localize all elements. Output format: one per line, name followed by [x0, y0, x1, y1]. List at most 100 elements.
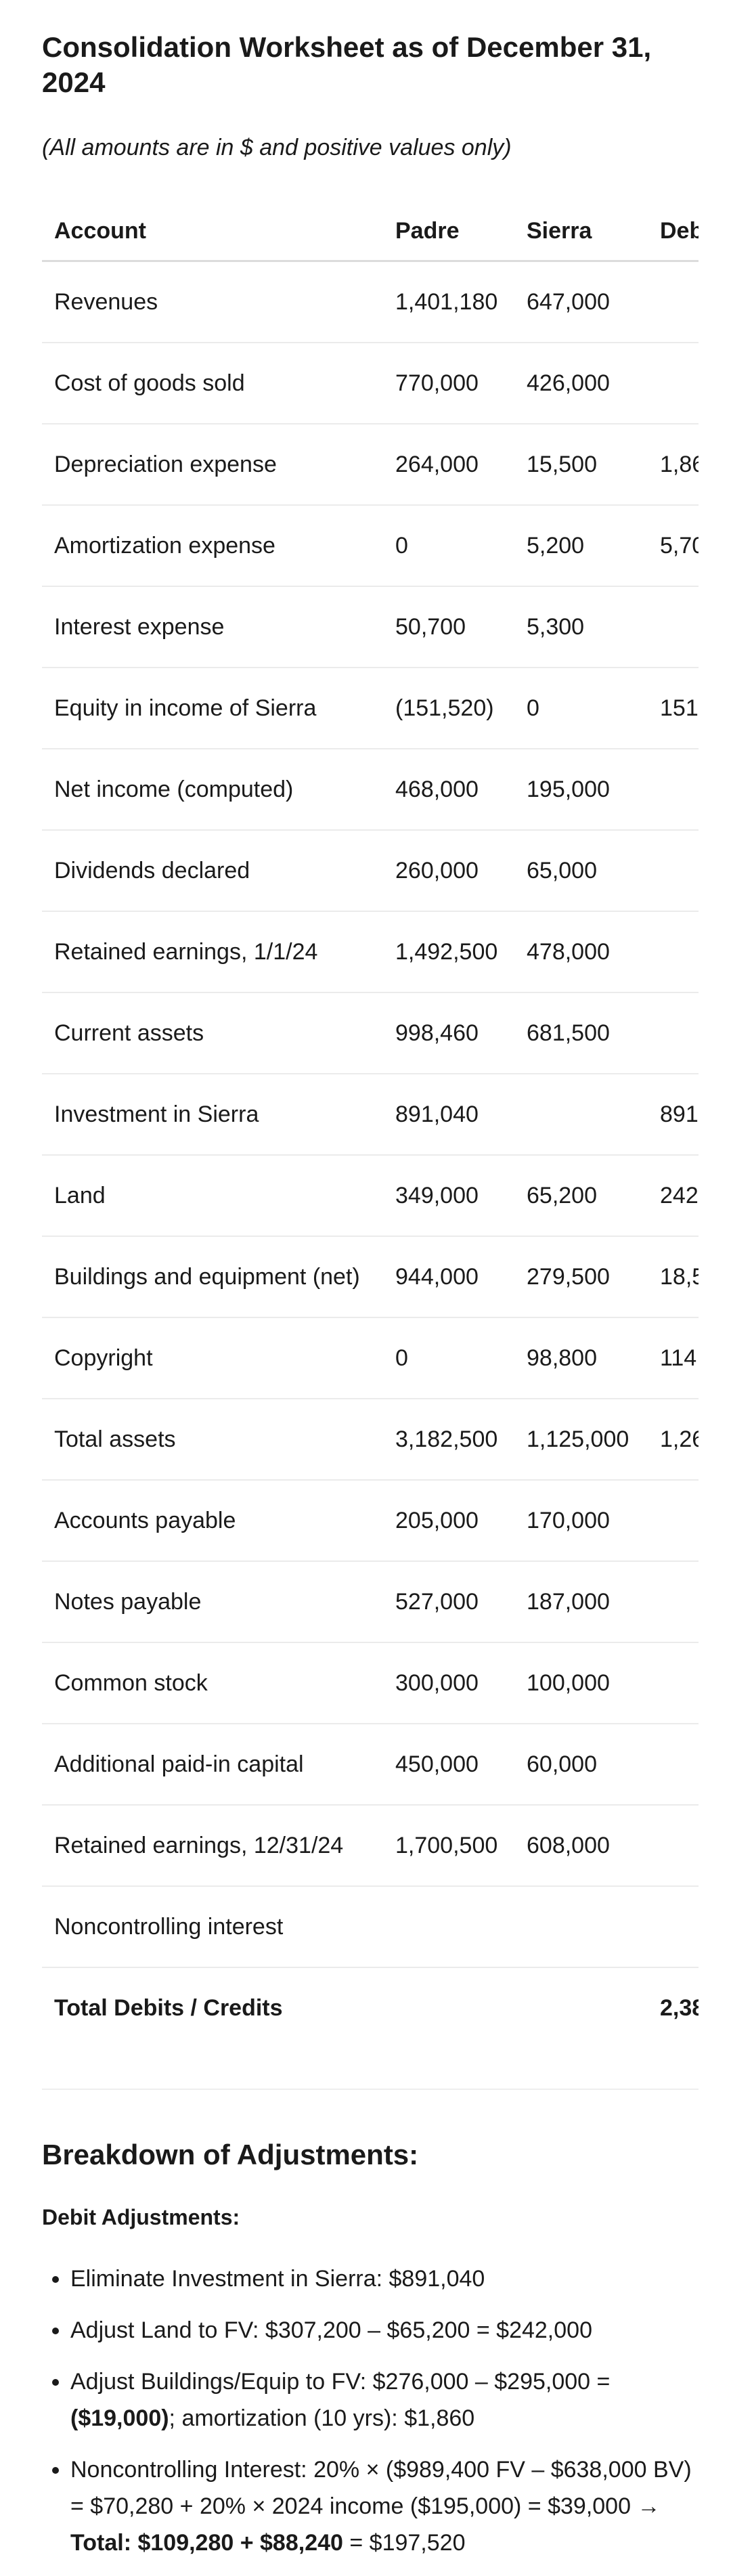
- value-cell: 1,492,500: [383, 911, 514, 993]
- value-cell: 242: [648, 1155, 699, 1237]
- account-cell: Common stock: [42, 1642, 383, 1724]
- divider: [42, 2089, 699, 2090]
- value-cell: 15,500: [514, 424, 648, 506]
- value-cell: 65,000: [514, 830, 648, 912]
- value-cell: 195,000: [514, 749, 648, 831]
- header-row: Account Padre Sierra Deb: [42, 202, 699, 262]
- table-row: Land 349,000 65,200 242: [42, 1155, 699, 1237]
- account-cell: Additional paid-in capital: [42, 1724, 383, 1806]
- bullet-text: = $197,520: [342, 2530, 466, 2556]
- value-cell: [648, 343, 699, 424]
- value-cell: [648, 830, 699, 912]
- value-cell: [514, 1886, 648, 1968]
- bullet-list: Eliminate Investment in Sierra: $891,040…: [42, 2261, 699, 2561]
- value-cell: 5,70: [648, 505, 699, 587]
- table-row: Cost of goods sold 770,000 426,000: [42, 343, 699, 424]
- value-cell: 151: [648, 668, 699, 749]
- table-row: Equity in income of Sierra (151,520) 0 151: [42, 668, 699, 749]
- table-row: Dividends declared 260,000 65,000: [42, 830, 699, 912]
- value-cell: 349,000: [383, 1155, 514, 1237]
- value-cell: [648, 261, 699, 343]
- value-cell: [648, 1561, 699, 1643]
- table-row: Retained earnings, 12/31/24 1,700,500 608,…: [42, 1805, 699, 1887]
- bullet-item: Eliminate Investment in Sierra: $891,040: [70, 2261, 699, 2297]
- account-cell: Retained earnings, 12/31/24: [42, 1805, 383, 1887]
- value-cell: 60,000: [514, 1724, 648, 1806]
- table-row: Total Debits / Credits 2,38: [42, 1967, 699, 2048]
- value-cell: 187,000: [514, 1561, 648, 1643]
- account-cell: Amortization expense: [42, 505, 383, 587]
- content: Consolidation Worksheet as of December 3…: [42, 0, 699, 2576]
- value-cell: [648, 586, 699, 668]
- value-cell: [514, 1967, 648, 2048]
- worksheet-table: Account Padre Sierra Deb Revenues 1,401,180 6…: [42, 202, 699, 2048]
- value-cell: 50,700: [383, 586, 514, 668]
- value-cell: [648, 1724, 699, 1806]
- value-cell: 114: [648, 1317, 699, 1399]
- page: Consolidation Worksheet as of December 3…: [0, 0, 731, 2169]
- value-cell: [648, 1642, 699, 1724]
- column-header: Padre: [383, 202, 514, 262]
- value-cell: 608,000: [514, 1805, 648, 1887]
- value-cell: 100,000: [514, 1642, 648, 1724]
- value-cell: 468,000: [383, 749, 514, 831]
- value-cell: 770,000: [383, 343, 514, 424]
- value-cell: 170,000: [514, 1480, 648, 1562]
- value-cell: 5,300: [514, 586, 648, 668]
- value-cell: 279,500: [514, 1236, 648, 1318]
- bullet-text: ; amortization (10 yrs): $1,860: [169, 2405, 475, 2431]
- subtitle: (All amounts are in $ and positive value…: [42, 135, 512, 160]
- table-row: Total assets 3,182,500 1,125,000 1,26: [42, 1399, 699, 1481]
- value-cell: 1,700,500: [383, 1805, 514, 1887]
- value-cell: 1,86: [648, 424, 699, 506]
- value-cell: 0: [383, 505, 514, 587]
- table-row: Investment in Sierra 891,040 891: [42, 1074, 699, 1156]
- value-cell: 264,000: [383, 424, 514, 506]
- column-header: Deb: [648, 202, 699, 262]
- account-cell: Current assets: [42, 992, 383, 1074]
- column-header: Sierra: [514, 202, 648, 262]
- table-row: Common stock 300,000 100,000: [42, 1642, 699, 1724]
- value-cell: 18,5: [648, 1236, 699, 1318]
- bullet-item: Noncontrolling Interest: 20% × ($989,400…: [70, 2451, 699, 2561]
- table-row: Buildings and equipment (net) 944,000 279,…: [42, 1236, 699, 1318]
- value-cell: 1,401,180: [383, 261, 514, 343]
- table-row: Interest expense 50,700 5,300: [42, 586, 699, 668]
- value-cell: 3,182,500: [383, 1399, 514, 1481]
- table-row: Retained earnings, 1/1/24 1,492,500 478,00…: [42, 911, 699, 993]
- value-cell: [648, 992, 699, 1074]
- table-row: Current assets 998,460 681,500: [42, 992, 699, 1074]
- value-cell: 681,500: [514, 992, 648, 1074]
- value-cell: 450,000: [383, 1724, 514, 1806]
- table-row: Noncontrolling interest: [42, 1886, 699, 1968]
- account-cell: Notes payable: [42, 1561, 383, 1643]
- value-cell: 527,000: [383, 1561, 514, 1643]
- value-cell: [648, 1805, 699, 1887]
- bullet-text: Adjust Land to FV: $307,200 – $65,200 = …: [70, 2317, 592, 2343]
- value-cell: 426,000: [514, 343, 648, 424]
- bullet-item: Adjust Buildings/Equip to FV: $276,000 –…: [70, 2363, 699, 2437]
- value-cell: [648, 911, 699, 993]
- table-row: Copyright 0 98,800 114: [42, 1317, 699, 1399]
- value-cell: [648, 749, 699, 831]
- account-cell: Land: [42, 1155, 383, 1237]
- value-cell: 0: [514, 668, 648, 749]
- value-cell: [514, 1074, 648, 1156]
- table-row: Notes payable 527,000 187,000: [42, 1561, 699, 1643]
- account-cell: Revenues: [42, 261, 383, 343]
- account-cell: Total assets: [42, 1399, 383, 1481]
- account-cell: Cost of goods sold: [42, 343, 383, 424]
- value-cell: 2,38: [660, 1995, 699, 2021]
- value-cell: 891,040: [383, 1074, 514, 1156]
- value-cell: 944,000: [383, 1236, 514, 1318]
- account-cell: Equity in income of Sierra: [42, 668, 383, 749]
- value-cell: (151,520): [383, 668, 514, 749]
- value-cell: 98,800: [514, 1317, 648, 1399]
- value-cell: [648, 1480, 699, 1562]
- bullet-item: Adjust Land to FV: $307,200 – $65,200 = …: [70, 2312, 699, 2349]
- account-cell: Interest expense: [42, 586, 383, 668]
- account-cell: Noncontrolling interest: [42, 1886, 383, 1968]
- account-cell: Depreciation expense: [42, 424, 383, 506]
- value-cell: 65,200: [514, 1155, 648, 1237]
- title: Consolidation Worksheet as of December 3…: [42, 31, 652, 98]
